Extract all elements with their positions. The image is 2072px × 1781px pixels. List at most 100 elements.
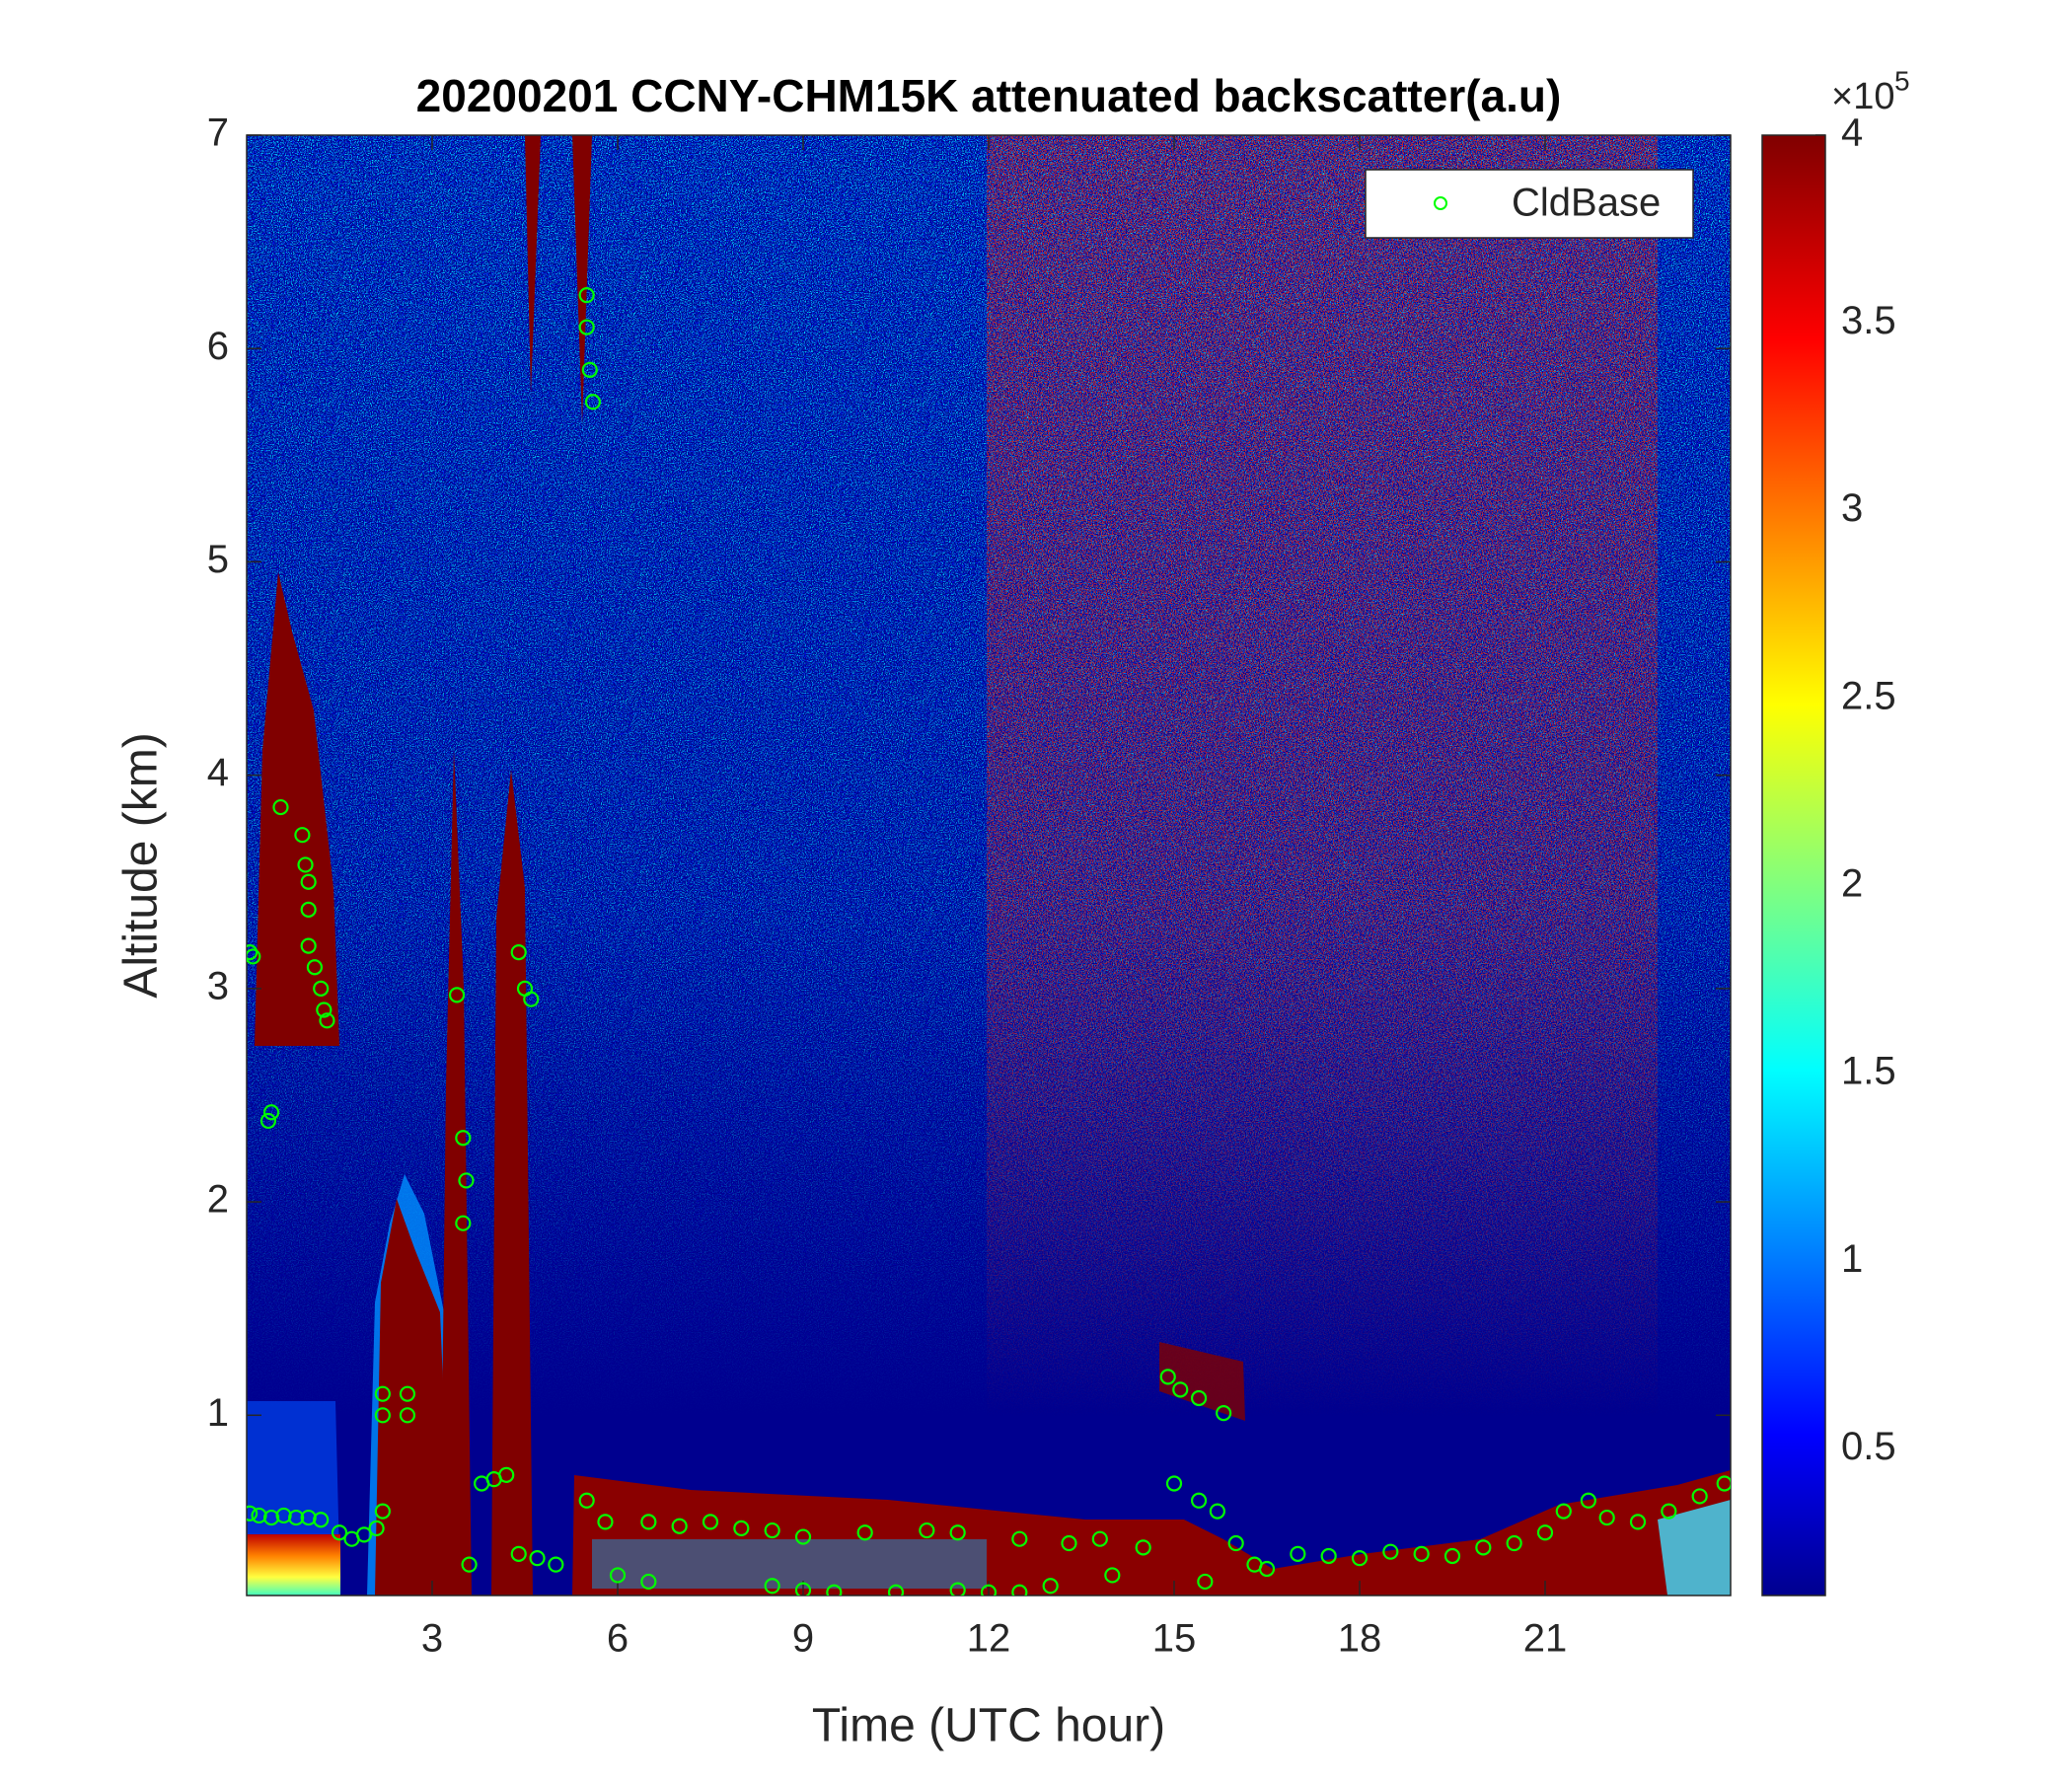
legend-box xyxy=(1365,169,1694,239)
cloud-base-point xyxy=(1227,1534,1244,1552)
cloud-base-point xyxy=(355,1526,373,1543)
cloud-base-point xyxy=(1165,1475,1183,1492)
colorbar-tick-label: 0.5 xyxy=(1841,1425,1896,1468)
cloud-base-point xyxy=(1190,1492,1208,1509)
cloud-base-point xyxy=(1691,1488,1708,1505)
cloud-base-point xyxy=(1216,1405,1232,1422)
cloud-base-point xyxy=(980,1584,998,1595)
cloud-base-point xyxy=(1042,1578,1059,1595)
cloud-base-point xyxy=(1290,1545,1306,1562)
cloud-base-point xyxy=(316,1002,333,1018)
colorbar-tick-label: 3 xyxy=(1841,486,1863,530)
cloud-base-point xyxy=(671,1518,688,1534)
cloud-base-point xyxy=(578,319,595,335)
cloud-base-point xyxy=(949,1524,966,1541)
cloud-base-point xyxy=(1555,1503,1572,1520)
colorbar-tick-label: 1.5 xyxy=(1841,1050,1896,1093)
cloud-base-point xyxy=(498,1466,515,1483)
cloud-base-point xyxy=(331,1524,348,1541)
cloud-base-point xyxy=(1661,1503,1677,1520)
cloud-base-point xyxy=(306,959,324,976)
cloud-base-point xyxy=(288,1509,305,1526)
y-tick-label: 4 xyxy=(207,751,229,794)
cloud-base-point xyxy=(297,856,314,873)
cloud-base-point xyxy=(399,1407,416,1424)
cloud-base-point xyxy=(1598,1509,1615,1526)
y-tick-label: 2 xyxy=(207,1178,229,1222)
cloud-base-point xyxy=(887,1584,905,1595)
cloud-base-point xyxy=(584,394,602,410)
cloud-base-point xyxy=(1629,1514,1647,1530)
cloud-base-point xyxy=(461,1556,478,1573)
colorbar-tick-label: 3.5 xyxy=(1841,299,1896,342)
cloud-base-point xyxy=(733,1520,750,1536)
colorbar-tick-label: 2.5 xyxy=(1841,674,1896,717)
cloud-base-point xyxy=(262,1104,280,1121)
legend: CldBase xyxy=(1365,169,1694,239)
cloud-base-point xyxy=(794,1582,812,1595)
cloud-base-point xyxy=(949,1582,966,1595)
cloud-base-point xyxy=(374,1385,391,1402)
cloud-base-point xyxy=(455,1130,472,1147)
cloud-base-point xyxy=(794,1528,812,1545)
cloud-base-point xyxy=(1011,1584,1028,1595)
cloud-base-point xyxy=(1135,1539,1151,1556)
cloud-base-point xyxy=(523,991,540,1007)
cloud-base-point xyxy=(1382,1543,1399,1560)
x-tick-label: 18 xyxy=(1338,1617,1382,1661)
cloud-base-point xyxy=(399,1385,416,1402)
cloud-base-point xyxy=(294,827,311,844)
cloud-base-point xyxy=(1190,1389,1208,1407)
cloud-base-point xyxy=(1159,1369,1176,1385)
cloud-base-point xyxy=(856,1524,873,1541)
y-tick-label: 3 xyxy=(207,964,229,1007)
cloud-base-point xyxy=(368,1520,385,1536)
cloud-base-point xyxy=(1536,1524,1554,1541)
y-tick-label: 1 xyxy=(207,1391,229,1435)
cloud-base-point xyxy=(702,1514,719,1530)
cloud-base-point xyxy=(455,1215,472,1231)
y-axis-label: Altitude (km) xyxy=(115,732,168,998)
cloud-base-point xyxy=(300,873,317,890)
cloud-base-point xyxy=(1320,1547,1337,1565)
colorbar-tick-label: 4 xyxy=(1841,111,1863,155)
x-tick-label: 21 xyxy=(1523,1617,1568,1661)
cloud-base-point xyxy=(548,1556,564,1573)
cloud-base-point xyxy=(448,987,466,1003)
legend-label: CldBase xyxy=(1512,182,1661,225)
cloud-base-point xyxy=(272,798,289,816)
cloud-base-point xyxy=(581,361,598,378)
cloud-base-point xyxy=(764,1521,780,1539)
cloud-base-point xyxy=(300,901,317,918)
cloud-base-point xyxy=(1506,1534,1522,1552)
cloud-base-point xyxy=(247,948,261,965)
cloud-base-point xyxy=(247,1505,259,1521)
colorbar-exponent: 5 xyxy=(1894,65,1910,96)
y-tick-label: 7 xyxy=(207,111,229,155)
cloud-base-point xyxy=(640,1573,657,1591)
cloud-base-point xyxy=(597,1514,614,1530)
colorbar-multiplier: ×10 xyxy=(1831,76,1894,117)
cloud-base-point xyxy=(1443,1547,1461,1565)
cloud-base-point xyxy=(374,1503,391,1520)
cloud-base-point xyxy=(247,944,259,961)
colorbar-tick-label: 2 xyxy=(1841,861,1863,905)
cloud-base-point xyxy=(1580,1492,1596,1509)
cloud-base-point xyxy=(458,1172,475,1189)
cloud-base-point xyxy=(319,1012,335,1029)
cloud-base-point xyxy=(640,1514,657,1530)
backscatter-image xyxy=(247,135,1731,1595)
cloud-base-point xyxy=(609,1567,627,1584)
cloud-base-point xyxy=(529,1550,546,1567)
cloud-base-point xyxy=(313,980,330,997)
y-tick-label: 5 xyxy=(207,538,229,581)
cloud-base-point xyxy=(764,1578,780,1595)
scatter-points xyxy=(247,287,1731,1595)
cloud-base-point xyxy=(826,1584,843,1595)
cloud-base-point xyxy=(919,1521,935,1539)
cloud-base-point xyxy=(1351,1550,1369,1567)
cloud-base-point xyxy=(578,1492,595,1509)
